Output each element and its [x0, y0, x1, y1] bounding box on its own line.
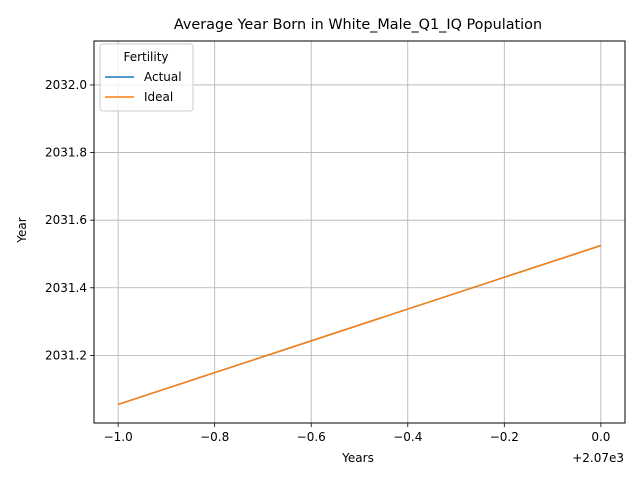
y-axis-ticks: 2031.2 2031.4 2031.6 2031.8 2032.0: [45, 78, 94, 362]
legend: Fertility Actual Ideal: [99, 43, 194, 112]
x-tick-label: −0.8: [200, 430, 229, 444]
y-tick-label: 2032.0: [45, 78, 87, 92]
x-tick-label: −1.0: [104, 430, 133, 444]
legend-label-ideal: Ideal: [144, 90, 173, 104]
x-tick-label: −0.6: [297, 430, 326, 444]
x-tick-label: −0.2: [490, 430, 519, 444]
x-axis-offset-label: +2.07e3: [572, 451, 624, 465]
legend-title: Fertility: [123, 50, 168, 64]
series-lines: [117, 244, 602, 406]
y-tick-label: 2031.6: [45, 213, 87, 227]
chart-title: Average Year Born in White_Male_Q1_IQ Po…: [174, 17, 542, 33]
y-tick-label: 2031.8: [45, 146, 87, 160]
legend-box: [99, 43, 194, 112]
y-tick-label: 2031.2: [45, 348, 87, 362]
x-axis-ticks: −1.0 −0.8 −0.6 −0.4 −0.2 0.0: [104, 423, 610, 444]
x-axis-label: Years: [341, 451, 374, 465]
y-axis-label: Year: [15, 217, 29, 243]
x-tick-label: −0.4: [393, 430, 422, 444]
x-tick-label: 0.0: [591, 430, 610, 444]
axes-frame: [93, 40, 626, 424]
legend-label-actual: Actual: [144, 70, 182, 84]
series-line-ideal: [117, 244, 602, 406]
y-tick-label: 2031.4: [45, 281, 87, 295]
